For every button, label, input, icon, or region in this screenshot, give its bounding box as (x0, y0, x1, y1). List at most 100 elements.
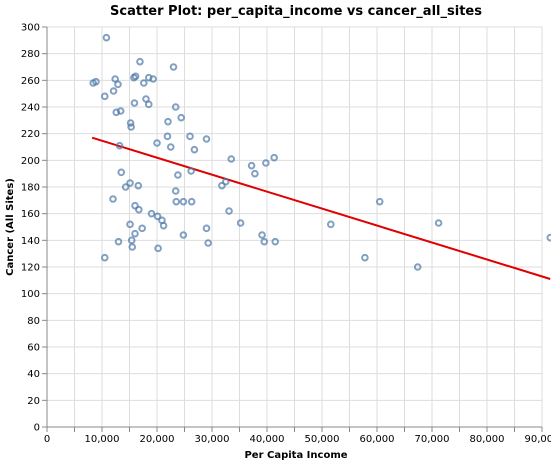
trend-line-group (91, 136, 551, 280)
data-point (202, 135, 211, 143)
data-point (225, 207, 233, 215)
data-point (138, 224, 146, 233)
x-tick-label: 50,000 (305, 434, 340, 445)
y-tick-label: 200 (21, 156, 40, 167)
data-point (92, 77, 100, 86)
data-point (126, 220, 134, 229)
y-tick-label: 80 (27, 316, 40, 327)
data-point (127, 123, 135, 131)
data-point (131, 72, 140, 81)
data-point (136, 57, 144, 66)
data-point (144, 100, 153, 109)
x-tick-label: 30,000 (195, 434, 230, 445)
data-point (171, 103, 180, 111)
data-point (247, 161, 256, 170)
data-point (251, 169, 259, 178)
data-point (116, 107, 125, 115)
grid-lines (46, 26, 543, 428)
data-point (169, 63, 178, 71)
data-point (190, 145, 199, 154)
data-point (153, 139, 161, 147)
y-tick-label: 220 (21, 129, 40, 140)
data-point (149, 75, 157, 83)
data-point (236, 219, 245, 227)
data-point (413, 263, 422, 271)
data-point (177, 113, 185, 122)
x-tick-label: 60,000 (360, 434, 395, 445)
data-point (260, 237, 269, 246)
data-point (186, 132, 194, 141)
data-point (221, 177, 230, 186)
data-point (134, 181, 143, 190)
data-point (135, 205, 143, 214)
data-point (126, 179, 134, 187)
data-point (102, 33, 111, 42)
x-tick-label: 10,000 (85, 434, 120, 445)
y-tick-label: 120 (21, 263, 40, 274)
data-point (114, 80, 122, 89)
data-point (127, 236, 136, 245)
y-tick-label: 280 (21, 49, 40, 60)
y-tick-label: 60 (27, 343, 40, 354)
data-point (179, 197, 188, 206)
data-point (172, 197, 181, 206)
data-point (164, 117, 172, 126)
data-point (159, 221, 168, 230)
data-point (187, 197, 196, 206)
x-axis-title: Per Capita Income (244, 450, 347, 461)
trend-line (91, 136, 551, 280)
data-point (126, 119, 135, 127)
data-point (258, 231, 266, 239)
axes: 0 20 40 60 80 100 120 140 160 180 200 220 240 260 280 3… (21, 23, 551, 446)
y-tick-label: 40 (27, 369, 40, 380)
data-point (270, 153, 278, 162)
data-point (147, 209, 156, 218)
y-tick-label: 240 (21, 103, 40, 114)
data-point (121, 183, 130, 191)
y-tick-label: 180 (21, 183, 40, 194)
data-point (202, 224, 211, 233)
data-point (218, 181, 226, 190)
y-tick-label: 300 (21, 23, 40, 34)
x-tick-label: 90,000 (525, 434, 551, 445)
data-point (109, 87, 118, 95)
data-point (140, 79, 148, 87)
x-tick-label: 80,000 (470, 434, 505, 445)
x-tick-label: 40,000 (250, 434, 285, 445)
data-point (131, 201, 139, 210)
data-point (109, 195, 117, 203)
data-point (179, 231, 188, 239)
x-tick-label: 0 (44, 434, 50, 445)
data-point (114, 237, 123, 246)
data-point (187, 167, 195, 175)
y-tick-label: 20 (27, 396, 40, 407)
data-point (128, 243, 137, 251)
x-tick-label: 70,000 (415, 434, 450, 445)
y-axis-title: Cancer (All Sites) (5, 178, 16, 276)
data-point (154, 244, 162, 253)
chart-title: Scatter Plot: per_capita_income vs cance… (110, 4, 482, 19)
data-point (100, 92, 109, 101)
data-point (131, 229, 139, 238)
data-points (89, 33, 551, 271)
data-point (174, 171, 182, 179)
y-tick-label: 100 (21, 289, 40, 300)
y-tick-label: 260 (21, 76, 40, 87)
data-point (271, 237, 280, 246)
y-tick-label: 0 (34, 423, 40, 434)
data-point (546, 233, 551, 242)
data-point (153, 212, 162, 221)
data-point (171, 187, 180, 195)
x-tick-label: 20,000 (140, 434, 175, 445)
data-point (434, 219, 443, 227)
data-point (262, 159, 270, 167)
data-point (100, 253, 109, 262)
y-tick-label: 160 (21, 209, 40, 220)
data-point (166, 143, 175, 151)
data-point (204, 239, 212, 247)
data-point (117, 168, 126, 177)
data-point (327, 220, 335, 229)
data-point (227, 155, 236, 163)
